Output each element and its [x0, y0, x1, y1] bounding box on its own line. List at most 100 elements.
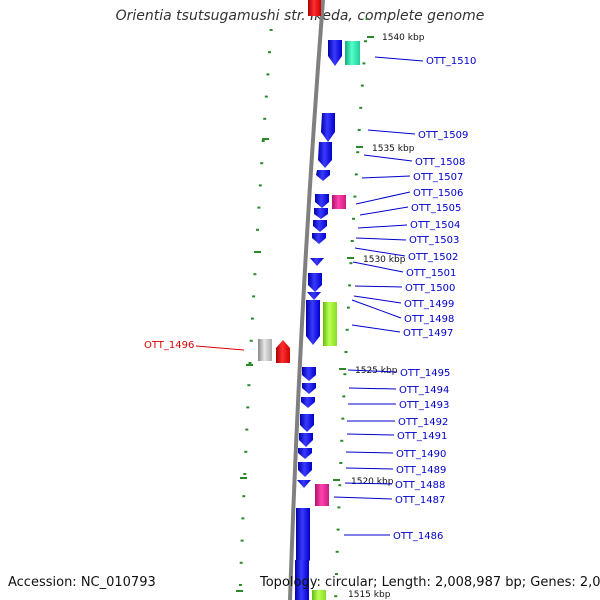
- scale-tick-dot: [350, 240, 354, 242]
- scale-tick-dot: [356, 151, 360, 154]
- scale-tick-dash: [254, 251, 261, 253]
- gene-label[interactable]: OTT_1504: [410, 220, 460, 231]
- gene-feature: [299, 433, 313, 447]
- scale-tick-dot: [243, 473, 247, 475]
- scale-tick-dot: [334, 595, 338, 598]
- scale-tick-dot: [244, 450, 248, 453]
- gene-label-connector: [353, 295, 402, 304]
- gene-feature: [298, 462, 312, 477]
- genome-summary: Topology: circular; Length: 2,008,987 bp…: [260, 575, 600, 590]
- scale-label: 1520 kbp: [351, 477, 394, 487]
- gene-feature: [306, 300, 320, 345]
- scale-tick-dot: [357, 129, 361, 131]
- gene-feature: [323, 302, 337, 346]
- scale-tick-dot: [269, 29, 273, 31]
- gene-label-connector: [195, 345, 245, 351]
- gene-label[interactable]: OTT_1494: [399, 385, 449, 396]
- scale-tick-dot: [240, 539, 244, 542]
- accession-text: Accession: NC_010793: [8, 575, 156, 590]
- gene-label[interactable]: OTT_1506: [413, 188, 463, 199]
- gene-label[interactable]: OTT_1493: [399, 400, 449, 411]
- scale-tick-dot: [346, 306, 350, 309]
- gene-label[interactable]: OTT_1490: [396, 449, 446, 460]
- scale-tick-dash: [236, 590, 243, 592]
- scale-tick-dot: [359, 106, 363, 109]
- gene-feature: [345, 41, 360, 65]
- scale-tick-dot: [338, 484, 342, 487]
- scale-tick-dot: [260, 162, 264, 165]
- gene-label-connector: [351, 299, 402, 319]
- gene-label[interactable]: OTT_1489: [396, 465, 446, 476]
- gene-label[interactable]: OTT_1496: [144, 340, 194, 351]
- gene-label-connector: [354, 285, 403, 288]
- scale-tick-dot: [336, 528, 340, 531]
- gene-label[interactable]: OTT_1508: [415, 157, 465, 168]
- genome-backbone: [288, 0, 325, 600]
- scale-tick-dot: [341, 417, 345, 420]
- scale-tick-dot: [365, 18, 369, 20]
- gene-feature: [298, 448, 312, 459]
- gene-features: [258, 0, 360, 600]
- gene-feature: [328, 40, 342, 66]
- scale-tick-dot: [250, 317, 254, 320]
- scale-tick-dash: [240, 477, 247, 479]
- gene-label[interactable]: OTT_1492: [398, 417, 448, 428]
- scale-tick-dot: [360, 84, 364, 87]
- scale-tick-dash: [246, 364, 253, 366]
- gene-label[interactable]: OTT_1505: [411, 203, 461, 214]
- scale-tick-dot: [335, 550, 339, 553]
- gene-label[interactable]: OTT_1509: [418, 130, 468, 141]
- scale-tick-dot: [345, 328, 349, 331]
- scale-tick-dot: [339, 462, 343, 464]
- gene-label[interactable]: OTT_1488: [395, 480, 445, 491]
- gene-label[interactable]: OTT_1486: [393, 531, 443, 542]
- gene-feature: [258, 339, 272, 361]
- page-title: Orientia tsutsugamushi str. Ikeda, compl…: [115, 8, 485, 24]
- scale-tick-dash: [262, 138, 269, 140]
- scale-tick-dot: [245, 428, 249, 431]
- scale-label: 1535 kbp: [372, 144, 415, 154]
- gene-feature: [316, 170, 330, 181]
- gene-feature: [310, 258, 324, 266]
- gene-label[interactable]: OTT_1487: [395, 495, 445, 506]
- scale-tick-dot: [252, 295, 256, 298]
- scale-label: 1530 kbp: [363, 255, 406, 265]
- scale-tick-dot: [349, 262, 353, 265]
- gene-label[interactable]: OTT_1502: [408, 252, 458, 263]
- gene-feature: [315, 194, 329, 208]
- scale-tick-dot: [249, 339, 253, 342]
- gene-label-connector: [354, 247, 406, 257]
- gene-feature: [276, 340, 290, 363]
- gene-feature: [301, 397, 315, 408]
- gene-label-connector: [355, 237, 407, 241]
- gene-label-connector: [347, 369, 398, 373]
- gene-label-connector: [345, 467, 394, 470]
- gene-feature: [312, 590, 326, 600]
- scale-tick-dot: [343, 373, 347, 376]
- gene-label[interactable]: OTT_1497: [403, 328, 453, 339]
- gene-label[interactable]: OTT_1510: [426, 56, 476, 67]
- gene-label-connector: [361, 175, 411, 179]
- scale-label: 1515 kbp: [348, 590, 391, 600]
- gene-feature: [315, 484, 329, 506]
- gene-label[interactable]: OTT_1498: [404, 314, 454, 325]
- gene-label-connector: [333, 496, 393, 500]
- gene-label[interactable]: OTT_1500: [405, 283, 455, 294]
- scale-tick-dot: [264, 95, 268, 98]
- gene-feature: [302, 383, 316, 394]
- scale-tick-dot: [263, 117, 267, 120]
- gene-label-connector: [346, 433, 395, 436]
- gene-feature: [302, 367, 316, 381]
- gene-label[interactable]: OTT_1499: [404, 299, 454, 310]
- gene-label[interactable]: OTT_1501: [406, 268, 456, 279]
- gene-label[interactable]: OTT_1503: [409, 235, 459, 246]
- gene-label[interactable]: OTT_1507: [413, 172, 463, 183]
- gene-label[interactable]: OTT_1491: [397, 431, 447, 442]
- gene-label-connector: [355, 191, 411, 205]
- scale-tick-dot: [261, 140, 265, 142]
- scale-tick-dot: [256, 228, 259, 231]
- gene-feature: [295, 560, 309, 600]
- scale-label: 1540 kbp: [382, 33, 425, 43]
- gene-label[interactable]: OTT_1495: [400, 368, 450, 379]
- gene-feature: [300, 414, 314, 432]
